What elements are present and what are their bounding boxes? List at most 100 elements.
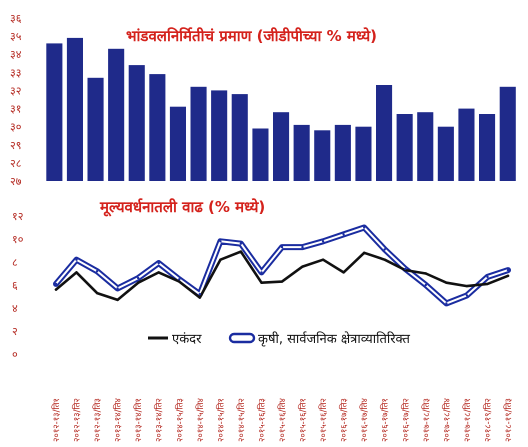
point-nonfarm: [280, 245, 284, 249]
bar-y-tick-label: ३५: [10, 30, 22, 43]
point-overall: [280, 280, 284, 283]
bar-y-tick-label: २९: [10, 139, 21, 152]
x-tick-label: २०१४-१५/ति१: [215, 398, 226, 442]
point-nonfarm: [465, 294, 469, 297]
line-y-tick-label: ०: [12, 348, 18, 361]
bar-y-tick-label: ३२: [10, 84, 21, 97]
bar: [149, 74, 166, 181]
point-overall: [486, 282, 489, 286]
bar-chart-title: भांडवलनिर्मितीचं प्रमाण (जीडीपीच्या % मध…: [126, 27, 377, 45]
point-overall: [301, 265, 304, 268]
bar: [231, 94, 248, 181]
point-overall: [424, 272, 427, 275]
point-nonfarm: [506, 268, 510, 272]
point-nonfarm: [239, 242, 243, 245]
x-tick-label: २०१५-१६/ति४: [277, 398, 288, 442]
x-tick-label: २०१८-१९/ति२: [483, 398, 494, 442]
bar-y-tick-label: ३४: [10, 48, 22, 61]
bar: [355, 126, 372, 181]
point-nonfarm: [404, 267, 407, 271]
line-y-tick-label: ६: [12, 279, 18, 292]
point-overall: [137, 281, 140, 284]
x-tick-label: २०१३-१४/ति४: [113, 398, 124, 442]
bar: [66, 37, 83, 182]
point-overall: [178, 280, 181, 283]
point-overall: [219, 258, 222, 261]
series-line-overall: [54, 250, 510, 302]
point-overall: [54, 288, 58, 291]
point-nonfarm: [219, 240, 222, 243]
point-nonfarm: [342, 233, 345, 236]
bar: [479, 114, 496, 181]
point-overall: [383, 258, 386, 261]
x-tick-label: २०१२-१३/ति३: [92, 398, 103, 442]
bar: [376, 85, 393, 181]
x-tick-label: २०१४-१५/ति३: [174, 398, 185, 442]
point-nonfarm: [424, 283, 427, 287]
bar: [437, 126, 454, 181]
line-y-tick-label: ८: [12, 256, 18, 269]
bar: [252, 128, 269, 181]
bar: [417, 112, 434, 181]
series-line-nonfarm-inner: [55, 226, 509, 305]
line-chart-title: मूल्यवर्धनातली वाढ (% मध्ये): [99, 198, 265, 217]
point-nonfarm: [178, 278, 181, 281]
line-y-tick-label: २: [12, 325, 18, 338]
x-tick-label: २०१५-१६/ति३: [257, 398, 268, 442]
x-tick-label: २०१७-१८/ति३: [421, 398, 432, 442]
point-nonfarm: [260, 271, 263, 274]
point-nonfarm: [486, 275, 489, 279]
point-overall: [321, 258, 325, 261]
point-nonfarm: [54, 282, 58, 286]
point-overall: [342, 271, 345, 274]
point-nonfarm: [445, 302, 448, 305]
bar-y-tick-label: २८: [10, 157, 22, 170]
bar: [273, 112, 290, 181]
bar: [293, 124, 310, 181]
line-y-tick-label: १०: [12, 233, 24, 246]
point-nonfarm: [137, 276, 140, 280]
x-tick-label: २०१४-१५/ति२: [236, 398, 247, 442]
point-overall: [95, 291, 99, 295]
x-tick-label: २०१६-१७/ति३: [339, 398, 350, 442]
x-tick-label: २०१८-१९/ति३: [503, 398, 514, 442]
x-tick-label: २०१७-१८/ति१: [462, 398, 473, 442]
bar: [499, 86, 516, 181]
point-overall: [260, 281, 263, 284]
bar: [87, 77, 104, 181]
bar-y-tick-label: २७: [10, 175, 22, 188]
x-tick-label: २०१४-१५/ति४: [195, 398, 206, 442]
bar-y-tick-label: ३०: [10, 121, 22, 134]
point-overall: [239, 250, 243, 253]
point-nonfarm: [198, 293, 201, 296]
point-nonfarm: [321, 240, 325, 243]
bar: [396, 114, 413, 181]
point-overall: [363, 251, 366, 254]
bar: [108, 48, 125, 181]
line-y-tick-label: १२: [12, 210, 23, 223]
bar: [46, 43, 63, 182]
x-tick-label: २०१६-१७/ति१: [380, 398, 391, 442]
point-overall: [445, 281, 448, 284]
point-nonfarm: [95, 270, 99, 273]
point-nonfarm: [363, 226, 366, 229]
bar: [314, 130, 331, 181]
bar: [458, 108, 475, 181]
point-overall: [465, 284, 469, 288]
point-overall: [116, 298, 119, 302]
point-overall: [157, 271, 160, 274]
bar-y-tick-label: ३३: [10, 66, 21, 79]
line-y-tick-label: ४: [12, 302, 18, 315]
point-nonfarm: [116, 287, 119, 290]
series-line-nonfarm-outline: [53, 224, 511, 307]
bar: [128, 65, 145, 181]
bar-y-tick-label: ३६: [10, 12, 22, 25]
legend-swatch-nonfarm: [228, 332, 256, 344]
legend-label-overall: एकंदर: [172, 332, 202, 347]
x-tick-label: २०१७-१८/ति४: [441, 398, 452, 442]
legend-label-nonfarm: कृषी, सार्वजनिक क्षेत्राव्यातिरिक्त: [258, 331, 411, 347]
bar: [169, 106, 186, 181]
bar: [211, 90, 228, 181]
